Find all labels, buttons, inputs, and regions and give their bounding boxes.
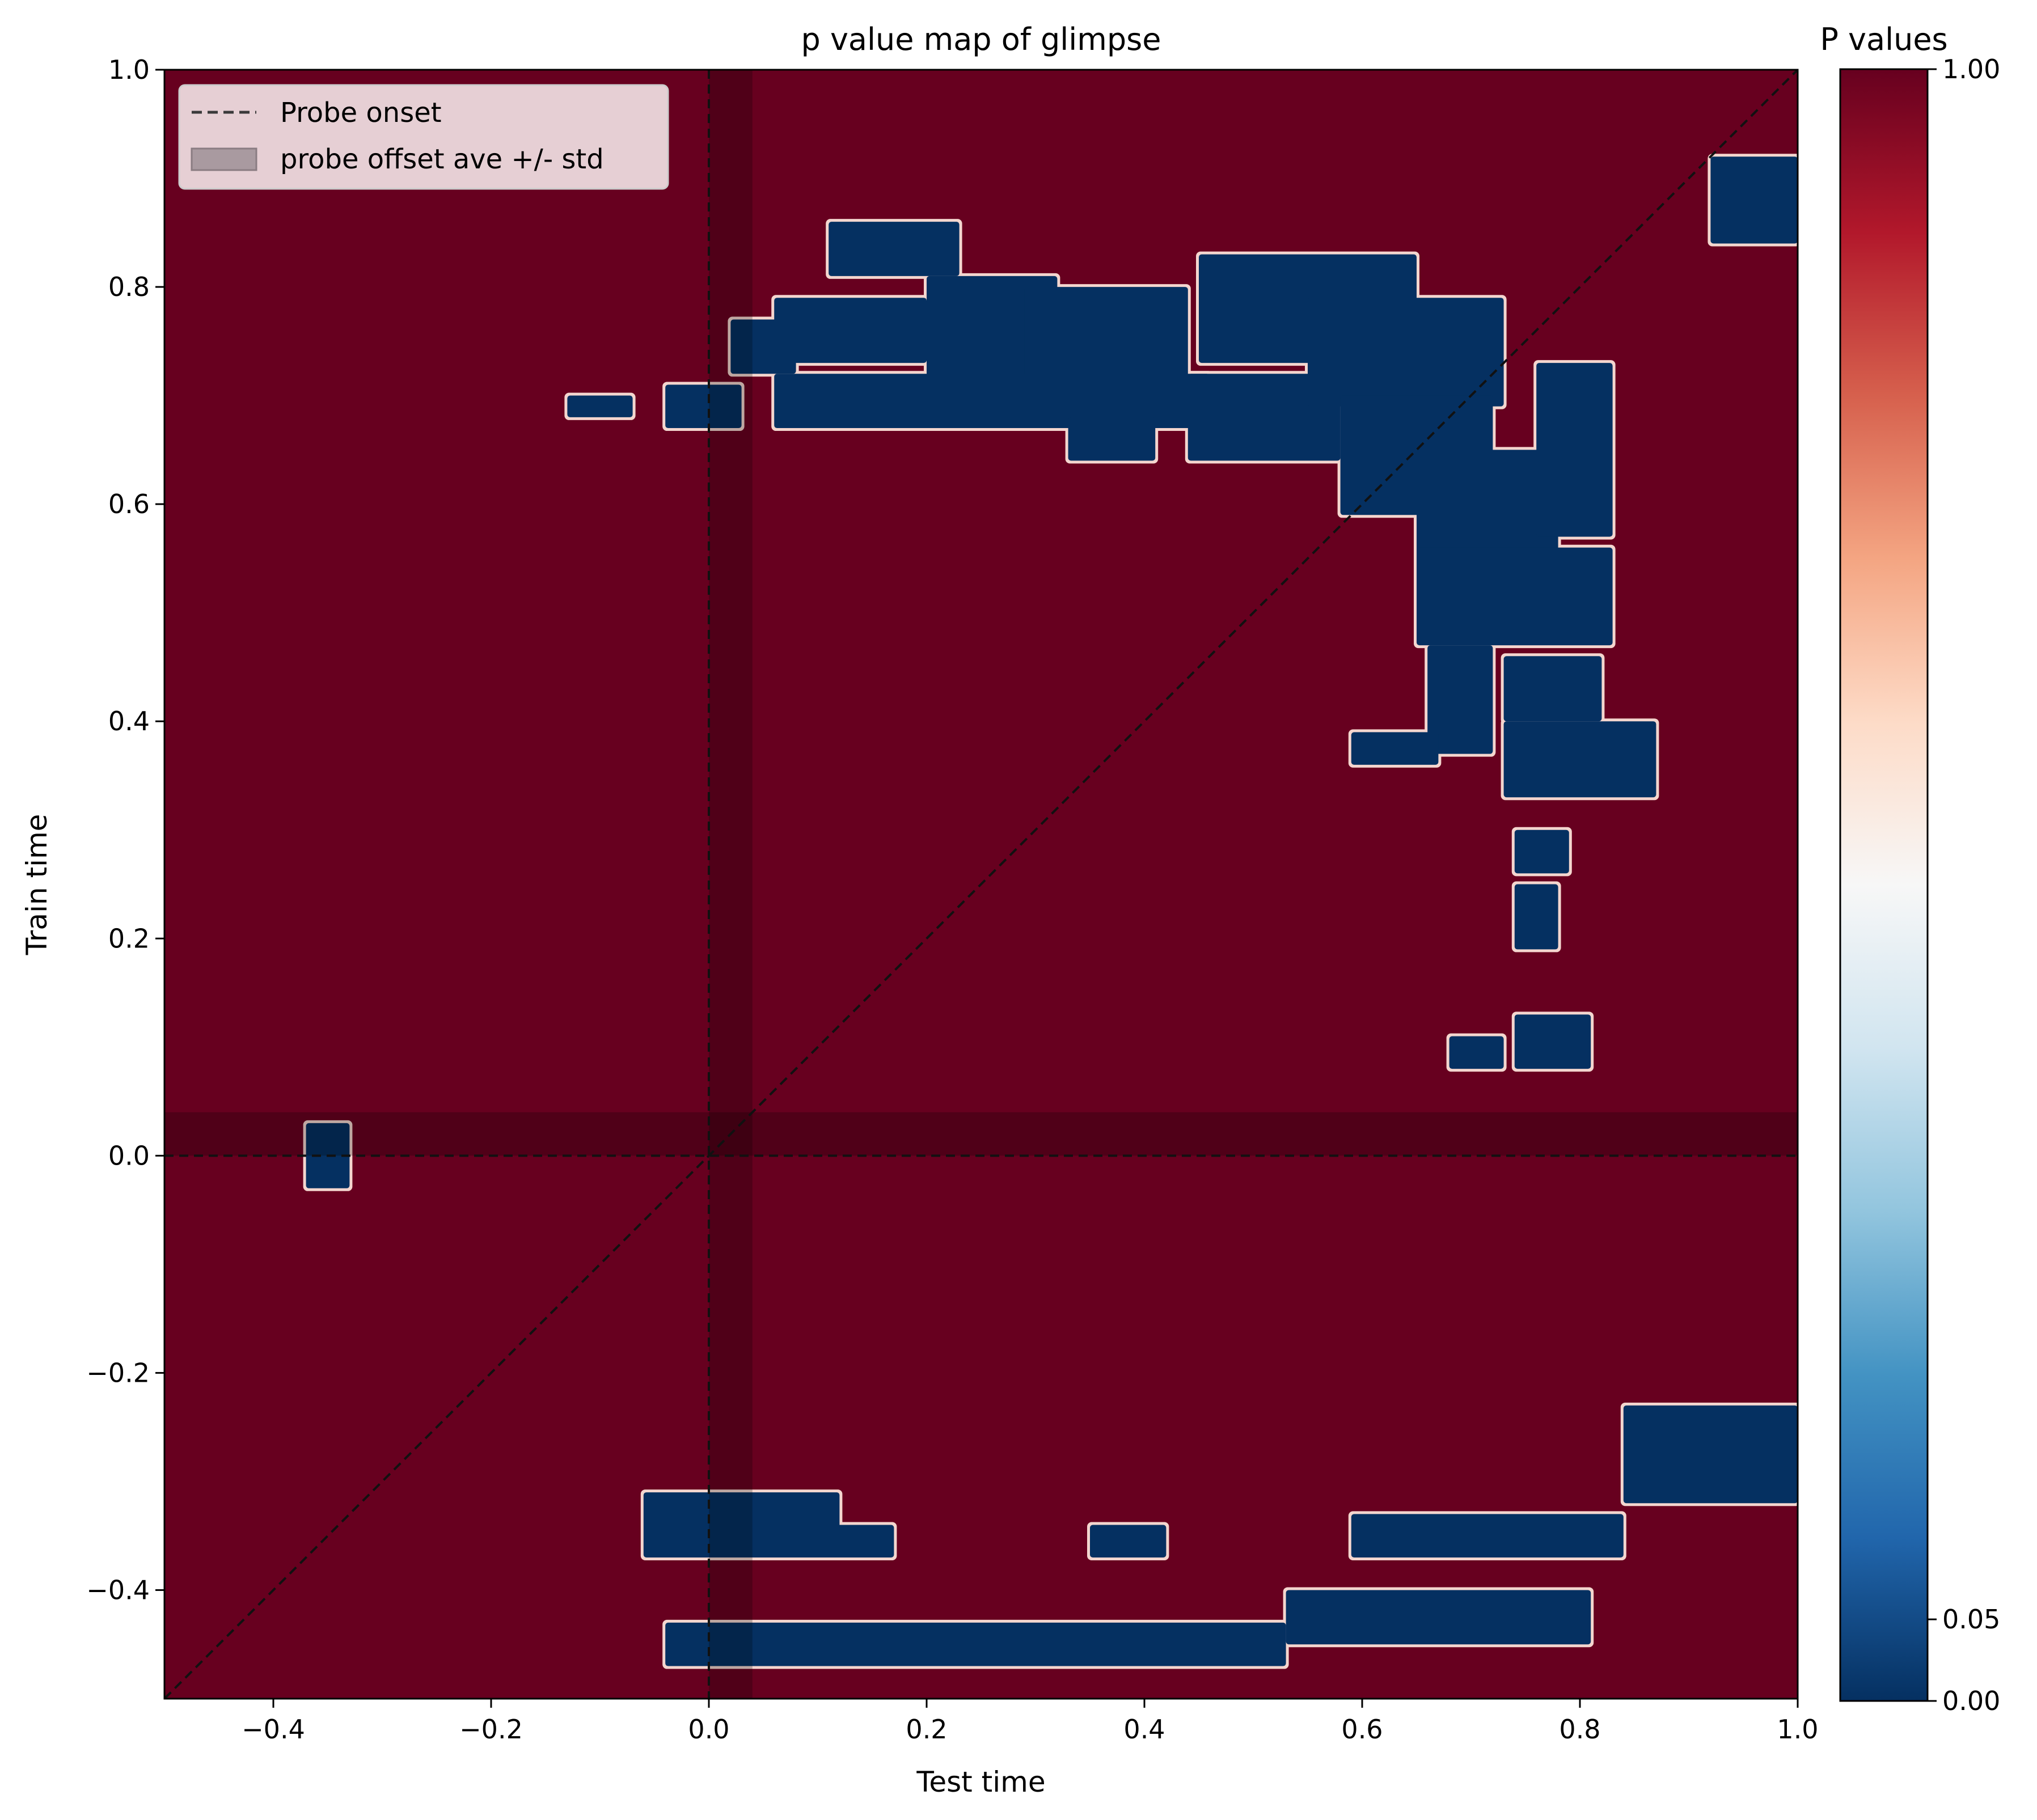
significant-regions bbox=[306, 156, 1798, 1666]
y-tick-label: −0.4 bbox=[86, 1574, 150, 1605]
significant-region-17 bbox=[1351, 732, 1439, 765]
y-tick-label: 0.0 bbox=[108, 1140, 150, 1171]
x-tick-label: 0.8 bbox=[1559, 1714, 1600, 1745]
y-tick-label: 0.2 bbox=[108, 923, 150, 954]
colorbar-tick-label: 1.00 bbox=[1942, 54, 2000, 84]
significant-region-19 bbox=[1503, 721, 1656, 798]
significant-region-7 bbox=[774, 374, 1210, 429]
plot-frame bbox=[163, 69, 1799, 1700]
diagonal-reference-line bbox=[164, 70, 1798, 1699]
significant-region-16 bbox=[1427, 645, 1493, 754]
x-axis-ticks: −0.4 −0.2 0.0 0.2 0.4 0.6 0.8 1.0 bbox=[242, 1699, 1819, 1745]
legend-label-probe-offset: probe offset ave +/- std bbox=[280, 143, 604, 175]
probe-offset-bands bbox=[164, 70, 1798, 1699]
significant-region-20 bbox=[1514, 829, 1569, 874]
legend: Probe onset probe offset ave +/- std bbox=[178, 84, 669, 190]
significant-region-28 bbox=[1090, 1525, 1167, 1558]
y-tick-label: 1.0 bbox=[108, 54, 150, 85]
y-tick-label: 0.8 bbox=[108, 272, 150, 302]
significant-region-18 bbox=[1503, 656, 1602, 722]
colorbar: P values 0.00 0.05 1.00 bbox=[1820, 22, 2000, 1716]
significant-region-24 bbox=[1710, 156, 1798, 244]
probe-offset-band-x bbox=[709, 70, 753, 1699]
significant-region-8 bbox=[1068, 417, 1156, 461]
y-tick-label: 0.6 bbox=[108, 489, 150, 519]
significant-region-21 bbox=[1514, 884, 1558, 950]
legend-box bbox=[178, 84, 669, 190]
x-tick-label: 0.0 bbox=[688, 1714, 729, 1745]
significant-region-4 bbox=[829, 222, 960, 276]
significant-region-1 bbox=[665, 384, 742, 429]
plot-area bbox=[164, 70, 1798, 1699]
chart-title: p value map of glimpse bbox=[801, 22, 1161, 57]
y-axis-label: Train time bbox=[20, 814, 53, 956]
x-tick-label: −0.4 bbox=[242, 1714, 305, 1745]
significant-region-14 bbox=[1536, 363, 1613, 537]
x-tick-label: 0.4 bbox=[1123, 1714, 1165, 1745]
significant-region-6 bbox=[1024, 287, 1188, 385]
colorbar-tick-label: 0.00 bbox=[1942, 1686, 2000, 1716]
significant-region-0 bbox=[567, 395, 633, 417]
y-tick-label: 0.4 bbox=[108, 706, 150, 737]
y-tick-label: −0.2 bbox=[86, 1357, 150, 1388]
significant-region-3 bbox=[774, 298, 927, 363]
significant-region-32 bbox=[1623, 1405, 1798, 1504]
colorbar-title: P values bbox=[1820, 22, 1947, 57]
x-tick-label: 0.6 bbox=[1341, 1714, 1383, 1745]
significant-region-9 bbox=[1187, 374, 1341, 461]
legend-label-probe-onset: Probe onset bbox=[280, 97, 442, 129]
significant-region-27 bbox=[829, 1525, 894, 1558]
significant-region-29 bbox=[665, 1622, 1286, 1666]
significant-region-26 bbox=[643, 1492, 840, 1558]
significant-region-15 bbox=[1417, 547, 1613, 646]
significant-region-11 bbox=[1308, 298, 1504, 407]
significant-region-13 bbox=[1417, 450, 1558, 558]
significant-region-23 bbox=[1514, 1014, 1591, 1069]
significant-region-22 bbox=[1449, 1036, 1504, 1069]
significant-region-31 bbox=[1351, 1514, 1624, 1558]
probe-onset-lines bbox=[164, 70, 1798, 1699]
colorbar-tick-label: 0.05 bbox=[1942, 1604, 2000, 1635]
significant-region-30 bbox=[1286, 1590, 1591, 1645]
x-tick-label: 1.0 bbox=[1777, 1714, 1818, 1745]
y-axis-ticks: −0.4 −0.2 0.0 0.2 0.4 0.6 0.8 1.0 bbox=[86, 54, 164, 1605]
legend-shaded-patch-swatch bbox=[191, 147, 257, 171]
x-tick-label: 0.2 bbox=[906, 1714, 947, 1745]
colorbar-gradient bbox=[1839, 68, 1929, 1702]
x-tick-label: −0.2 bbox=[459, 1714, 523, 1745]
colorbar-ticks: 0.00 0.05 1.00 bbox=[1928, 54, 2000, 1716]
probe-offset-band-y bbox=[164, 1112, 1798, 1156]
x-axis-label: Test time bbox=[916, 1766, 1045, 1798]
